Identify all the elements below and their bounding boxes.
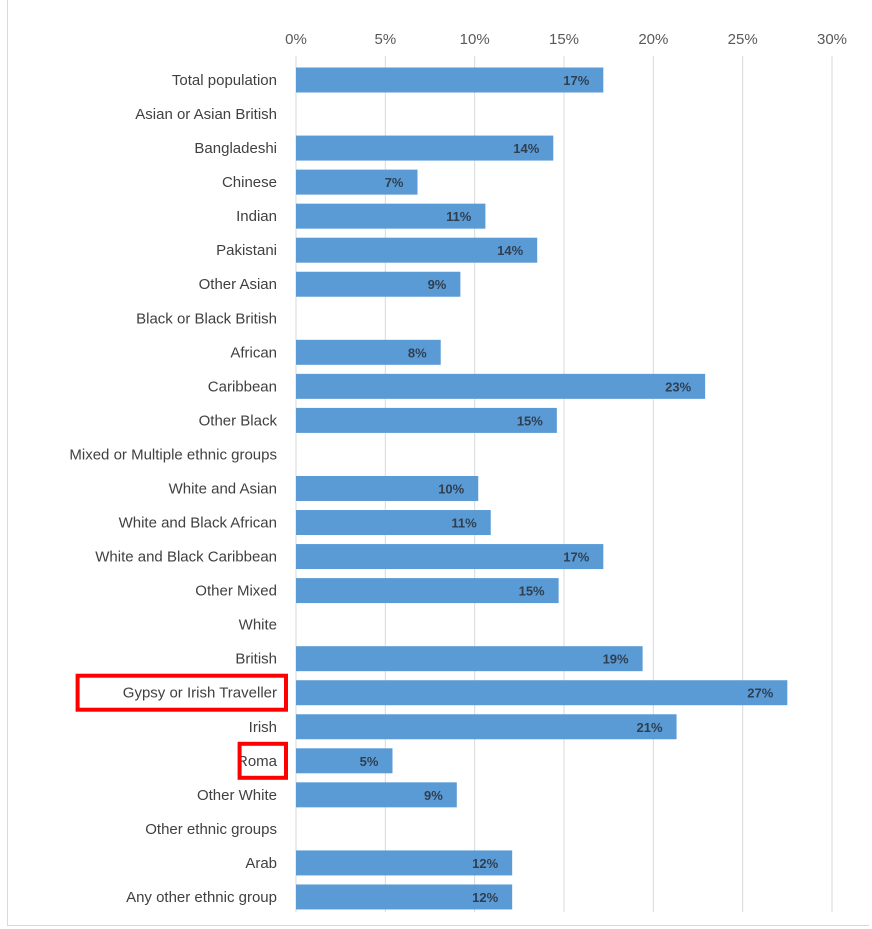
bar xyxy=(296,169,418,195)
bar xyxy=(296,203,486,229)
bar xyxy=(296,782,457,808)
data-label: 27% xyxy=(747,686,773,701)
bar xyxy=(296,748,393,774)
bar xyxy=(296,67,604,93)
category-label: Other White xyxy=(197,787,277,804)
category-label: White and Black Caribbean xyxy=(95,549,277,566)
highlight-box xyxy=(237,741,289,780)
bar xyxy=(296,884,513,910)
data-label: 23% xyxy=(665,379,691,394)
bar xyxy=(296,475,479,501)
category-label: African xyxy=(230,344,277,361)
category-label: Other ethnic groups xyxy=(145,821,277,838)
data-label: 19% xyxy=(603,652,629,667)
bar xyxy=(296,135,554,161)
category-label: White xyxy=(239,617,277,634)
bar xyxy=(296,578,559,604)
category-label: Gypsy or Irish Traveller xyxy=(123,685,277,702)
data-label: 9% xyxy=(428,277,447,292)
category-label: Total population xyxy=(172,72,277,89)
data-label: 15% xyxy=(519,584,545,599)
bar xyxy=(296,510,491,536)
category-label: White and Black African xyxy=(119,515,277,532)
bar xyxy=(296,373,706,399)
data-label: 17% xyxy=(563,73,589,88)
category-label: Mixed or Multiple ethnic groups xyxy=(69,446,277,463)
data-label: 21% xyxy=(637,720,663,735)
category-label: Black or Black British xyxy=(136,310,277,327)
data-label: 14% xyxy=(497,243,523,258)
bar xyxy=(296,237,538,263)
x-tick-label: 15% xyxy=(549,31,579,48)
category-label: Irish xyxy=(249,719,277,736)
category-label: Indian xyxy=(236,208,277,225)
data-label: 9% xyxy=(424,788,443,803)
data-label: 15% xyxy=(517,413,543,428)
x-tick-label: 5% xyxy=(374,31,396,48)
bar xyxy=(296,544,604,570)
bar xyxy=(296,850,513,876)
category-label: Other Asian xyxy=(199,276,277,293)
x-axis-ticks: 0% 5% 10% 15% 20% 25% 30% xyxy=(285,31,847,48)
bar xyxy=(296,714,677,740)
data-label: 7% xyxy=(385,175,404,190)
data-label: 11% xyxy=(446,209,472,224)
x-tick-label: 0% xyxy=(285,31,307,48)
bars xyxy=(296,67,788,910)
category-label: Bangladeshi xyxy=(194,140,277,157)
data-label: 5% xyxy=(360,754,379,769)
category-label: British xyxy=(235,651,277,668)
highlight-box xyxy=(75,673,288,712)
x-tick-label: 25% xyxy=(728,31,758,48)
data-label: 8% xyxy=(408,345,427,360)
data-label: 12% xyxy=(472,890,498,905)
category-label: Arab xyxy=(245,855,277,872)
data-labels: 17% 14% 7% 11% 14% 9% 8% 23% 15% 10% 11% 17% 15% 19% 2… xyxy=(360,73,774,905)
data-label: 12% xyxy=(472,856,498,871)
data-label: 17% xyxy=(563,550,589,565)
category-label: Roma xyxy=(237,753,278,770)
data-label: 14% xyxy=(513,141,539,156)
category-label: Caribbean xyxy=(208,378,277,395)
x-tick-label: 20% xyxy=(638,31,668,48)
bar xyxy=(296,271,461,297)
highlight-boxes xyxy=(75,673,289,780)
bar xyxy=(296,680,788,706)
category-label: White and Asian xyxy=(169,480,277,497)
category-labels: Total population Asian or Asian British Ba… xyxy=(69,72,277,906)
category-label: Other Black xyxy=(199,412,278,429)
x-tick-label: 30% xyxy=(817,31,847,48)
data-label: 10% xyxy=(438,481,464,496)
bar xyxy=(296,646,643,672)
bar xyxy=(296,407,557,433)
x-tick-label: 10% xyxy=(460,31,490,48)
category-label: Other Mixed xyxy=(195,583,277,600)
bar xyxy=(296,339,441,365)
category-label: Pakistani xyxy=(216,242,277,259)
chart-frame xyxy=(7,0,869,926)
category-label: Asian or Asian British xyxy=(135,106,277,123)
category-label: Chinese xyxy=(222,174,277,191)
data-label: 11% xyxy=(451,516,477,531)
category-label: Any other ethnic group xyxy=(126,889,277,906)
